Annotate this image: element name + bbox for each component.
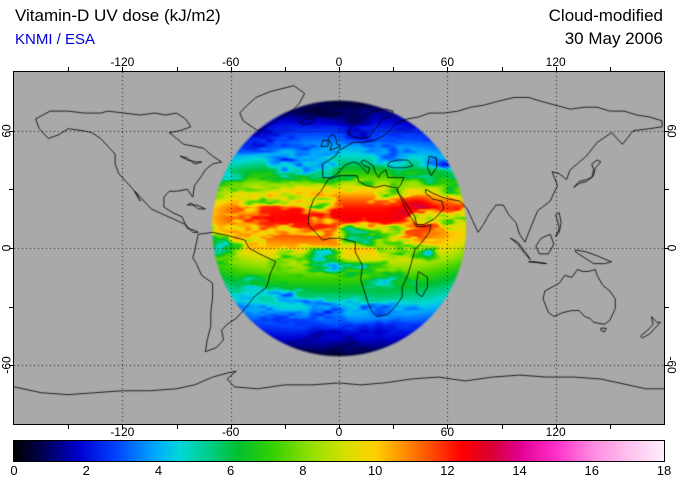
colorbar-tick-label: 10 <box>367 463 383 478</box>
lon-tick-mark <box>393 67 395 71</box>
figure-title: Vitamin-D UV dose (kJ/m2) <box>15 6 221 25</box>
lon-tick-label-top: 0 <box>335 55 343 69</box>
lon-tick-label-top: 120 <box>545 55 566 69</box>
colorbar-tick-label: 4 <box>154 463 163 478</box>
lat-tick-mark <box>665 306 669 308</box>
colorbar-tick-label: 12 <box>440 463 455 478</box>
lat-tick-mark <box>9 365 13 367</box>
colorbar-tick-label: 14 <box>512 463 527 478</box>
colorbar-tick-label: 8 <box>299 463 307 478</box>
lat-tick-mark <box>665 130 669 132</box>
colorbar-tick-label: 18 <box>656 463 672 478</box>
lon-tick-label-bottom: 120 <box>545 425 566 439</box>
world-map-canvas <box>14 72 664 424</box>
source-credit: KNMI / ESA <box>15 31 96 48</box>
lon-tick-mark <box>501 425 503 429</box>
mode-label: Cloud-modified <box>548 6 663 25</box>
lon-tick-label-bottom: -120 <box>110 425 135 439</box>
lon-tick-mark <box>555 67 557 71</box>
date-label: 30 May 2006 <box>564 29 663 48</box>
lon-tick-label-bottom: -60 <box>221 425 240 439</box>
lat-tick-mark <box>9 189 13 191</box>
lon-tick-label-bottom: 60 <box>440 425 455 439</box>
lon-tick-mark <box>68 425 70 429</box>
lat-tick-mark <box>665 189 669 191</box>
lon-tick-label-top: 60 <box>440 55 455 69</box>
lon-tick-label-bottom: 0 <box>335 425 343 439</box>
colorbar-tick-label: 16 <box>584 463 599 478</box>
map-plot-frame <box>13 71 665 425</box>
lon-tick-mark <box>176 425 178 429</box>
lon-tick-mark <box>393 425 395 429</box>
lon-tick-mark <box>284 425 286 429</box>
lon-tick-mark <box>555 425 557 429</box>
lat-tick-mark <box>9 248 13 249</box>
lon-tick-mark <box>230 425 232 429</box>
lat-tick-mark <box>665 365 669 367</box>
lat-tick-mark <box>9 130 13 132</box>
lon-tick-mark <box>230 67 232 71</box>
lon-tick-mark <box>447 67 449 71</box>
lon-tick-mark <box>122 67 124 71</box>
lon-tick-mark <box>122 425 124 429</box>
lon-tick-mark <box>176 67 178 71</box>
lon-tick-mark <box>339 425 340 429</box>
lon-tick-mark <box>447 425 449 429</box>
lat-tick-mark <box>665 248 669 249</box>
lon-tick-mark <box>609 425 611 429</box>
lon-tick-mark <box>339 67 340 71</box>
lon-tick-mark <box>609 67 611 71</box>
lon-tick-label-top: -120 <box>110 55 135 69</box>
colorbar-tick-label: 2 <box>82 463 90 478</box>
lon-tick-mark <box>501 67 503 71</box>
colorbar-tick-label: 0 <box>10 463 18 478</box>
lon-tick-label-top: -60 <box>221 55 240 69</box>
colorbar-tick-label: 6 <box>227 463 235 478</box>
colorbar <box>13 440 665 462</box>
lat-tick-mark <box>9 306 13 308</box>
lon-tick-mark <box>68 67 70 71</box>
lon-tick-mark <box>284 67 286 71</box>
